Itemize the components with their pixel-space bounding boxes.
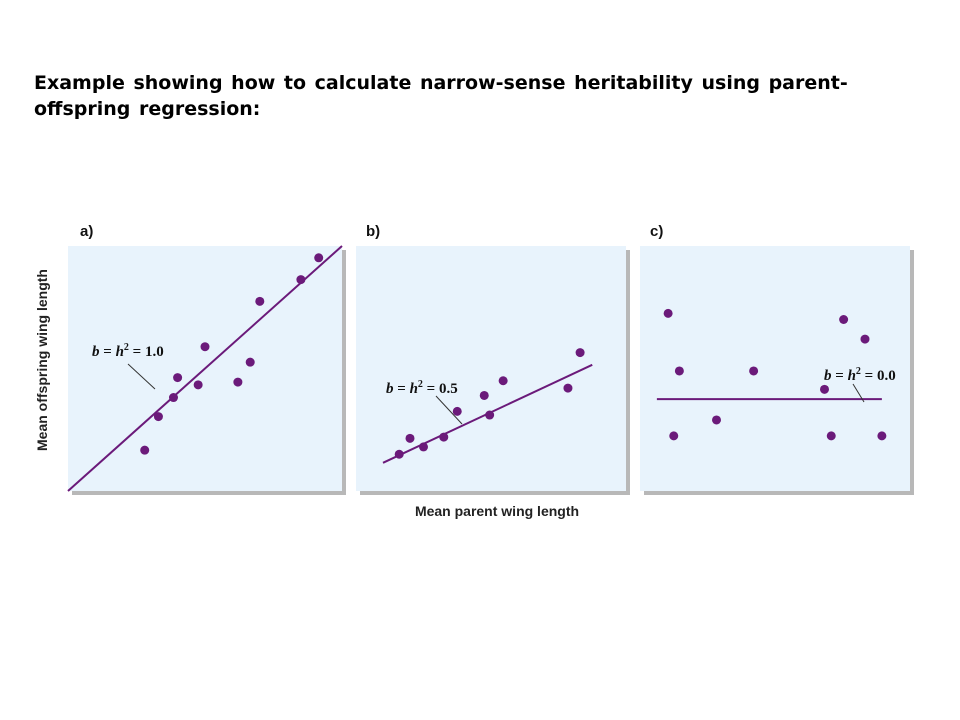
panel-b-data-point-4 xyxy=(439,432,449,442)
panel-c-data-point-1 xyxy=(663,308,673,318)
panel-c-letter: c) xyxy=(650,223,663,240)
panel-b-data-point-10 xyxy=(575,348,585,358)
panel-c-label-leader xyxy=(852,383,865,403)
panel-c-data-point-6 xyxy=(820,384,829,394)
panel-a-data-point-10 xyxy=(296,275,306,285)
y-axis-label: Mean offspring wing length xyxy=(34,269,50,451)
panel-c: c) b = h2 = 0.0 xyxy=(640,223,914,495)
panel-a-eq-sup: 2 xyxy=(124,342,129,353)
panel-b-eq-b: b xyxy=(386,381,394,397)
panel-a-data-point-8 xyxy=(245,357,255,367)
slide-title: Example showing how to calculate narrow-… xyxy=(34,72,848,120)
panel-b-data-point-1 xyxy=(394,449,404,459)
panel-b-data-point-5 xyxy=(452,406,462,416)
panel-c-marks xyxy=(656,308,887,441)
panel-c-equation: b = h2 = 0.0 xyxy=(824,366,896,384)
panel-a-eq-value: = 1.0 xyxy=(129,344,164,360)
panel-b: b) b = h2 = 0.5 xyxy=(356,223,630,495)
panel-c-data-point-5 xyxy=(749,366,759,376)
panel-a: a) b = h2 = 1.0 xyxy=(67,223,346,495)
panel-b-letter: b) xyxy=(366,223,380,240)
panel-a-eq-h: h xyxy=(116,344,124,360)
panel-c-background xyxy=(640,246,910,491)
panel-a-data-point-9 xyxy=(255,296,265,306)
panel-c-data-point-9 xyxy=(860,334,870,344)
panel-a-eq-equals: = xyxy=(100,344,116,360)
panel-a-letter: a) xyxy=(80,223,93,240)
panel-c-data-point-4 xyxy=(712,415,721,425)
panel-c-eq-equals: = xyxy=(832,368,848,384)
panel-a-data-point-3 xyxy=(168,393,178,403)
panel-b-eq-value: = 0.5 xyxy=(423,381,458,397)
panel-b-data-point-9 xyxy=(563,383,573,393)
panel-c-data-point-8 xyxy=(839,315,849,324)
panel-a-data-point-6 xyxy=(200,342,210,352)
panel-c-eq-value: = 0.0 xyxy=(861,368,896,384)
panel-c-data-point-10 xyxy=(877,431,887,441)
panel-a-data-point-5 xyxy=(193,380,203,390)
panel-b-data-point-2 xyxy=(405,433,415,443)
panel-b-data-point-8 xyxy=(498,376,508,386)
panel-c-eq-b: b xyxy=(824,368,832,384)
panel-c-data-point-3 xyxy=(674,366,684,376)
panel-b-data-point-6 xyxy=(479,390,489,400)
panel-a-regression-line xyxy=(67,245,343,492)
panel-b-equation: b = h2 = 0.5 xyxy=(386,379,458,397)
panel-c-eq-sup: 2 xyxy=(856,366,861,377)
panel-a-eq-b: b xyxy=(92,344,100,360)
panel-a-data-point-11 xyxy=(314,253,324,263)
panel-b-data-point-3 xyxy=(419,442,428,452)
panel-b-eq-equals: = xyxy=(394,381,410,397)
panel-a-data-point-7 xyxy=(233,377,243,387)
panel-b-eq-sup: 2 xyxy=(418,379,423,390)
panel-b-label-leader xyxy=(435,395,463,425)
panel-a-data-point-4 xyxy=(173,373,183,383)
panel-a-equation: b = h2 = 1.0 xyxy=(92,342,164,360)
panel-a-data-point-2 xyxy=(153,412,163,422)
panel-c-data-point-7 xyxy=(826,431,836,441)
panel-c-data-point-2 xyxy=(669,431,679,441)
panel-b-marks xyxy=(382,348,593,464)
panel-b-eq-h: h xyxy=(410,381,418,397)
x-axis-label: Mean parent wing length xyxy=(415,503,579,519)
panel-a-marks xyxy=(67,245,343,492)
panel-a-data-point-1 xyxy=(140,445,150,455)
panel-c-eq-h: h xyxy=(848,368,856,384)
panel-b-data-point-7 xyxy=(485,410,495,420)
panel-a-label-leader xyxy=(127,363,156,390)
